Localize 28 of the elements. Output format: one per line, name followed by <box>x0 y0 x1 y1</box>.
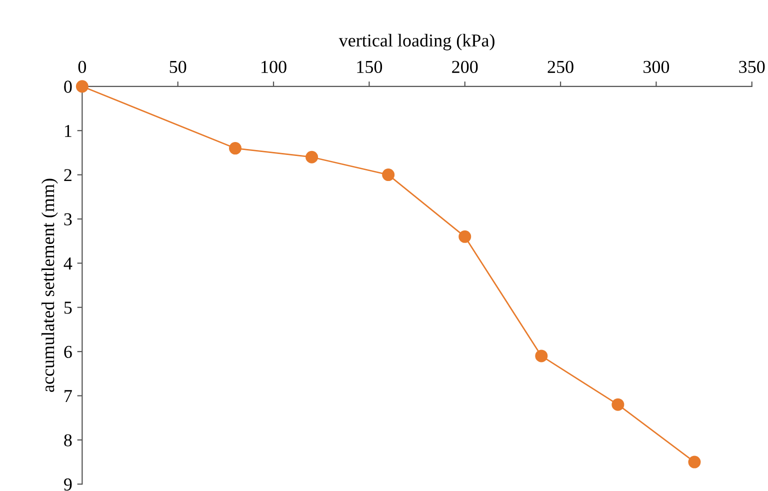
point <box>535 350 548 362</box>
point <box>229 142 242 155</box>
y-axis-title: accumulated settlement (mm) <box>41 178 58 392</box>
y-tick-label: 6 <box>64 346 72 358</box>
y-tick-label: 1 <box>65 124 72 137</box>
point <box>76 80 88 93</box>
point <box>306 150 318 164</box>
x-tick-label: 300 <box>644 60 670 74</box>
point <box>688 456 701 468</box>
x-tick-label: 250 <box>548 60 574 74</box>
x-tick-label: 350 <box>739 60 765 74</box>
y-tick-label: 5 <box>64 302 72 314</box>
x-tick-label: 0 <box>78 60 86 74</box>
point <box>612 398 624 411</box>
x-axis-title: vertical loading (kPa) <box>338 34 494 50</box>
y-tick-label: 8 <box>64 434 72 446</box>
y-tick-label: 9 <box>64 478 72 491</box>
x-tick-label: 200 <box>452 60 478 74</box>
y-tick-label: 4 <box>64 258 72 270</box>
y-tick-label: 3 <box>64 213 72 226</box>
y-tick-label: 2 <box>64 169 72 182</box>
y-tick-label: 7 <box>64 390 72 402</box>
y-tick-label: 0 <box>64 80 72 93</box>
x-tick-label: 100 <box>262 60 286 74</box>
point <box>458 230 472 243</box>
x-tick-label: 150 <box>357 60 382 74</box>
point <box>382 168 395 182</box>
x-tick-label: 50 <box>170 60 186 74</box>
